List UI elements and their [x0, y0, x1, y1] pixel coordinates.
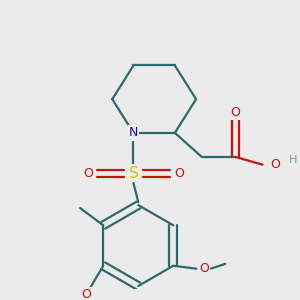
Text: O: O	[231, 106, 241, 119]
Text: O: O	[83, 167, 93, 180]
Text: O: O	[270, 158, 280, 171]
Text: O: O	[199, 262, 209, 275]
Text: H: H	[289, 155, 298, 165]
Text: S: S	[129, 166, 138, 181]
Text: O: O	[174, 167, 184, 180]
Text: O: O	[81, 288, 91, 300]
Text: N: N	[129, 126, 138, 140]
